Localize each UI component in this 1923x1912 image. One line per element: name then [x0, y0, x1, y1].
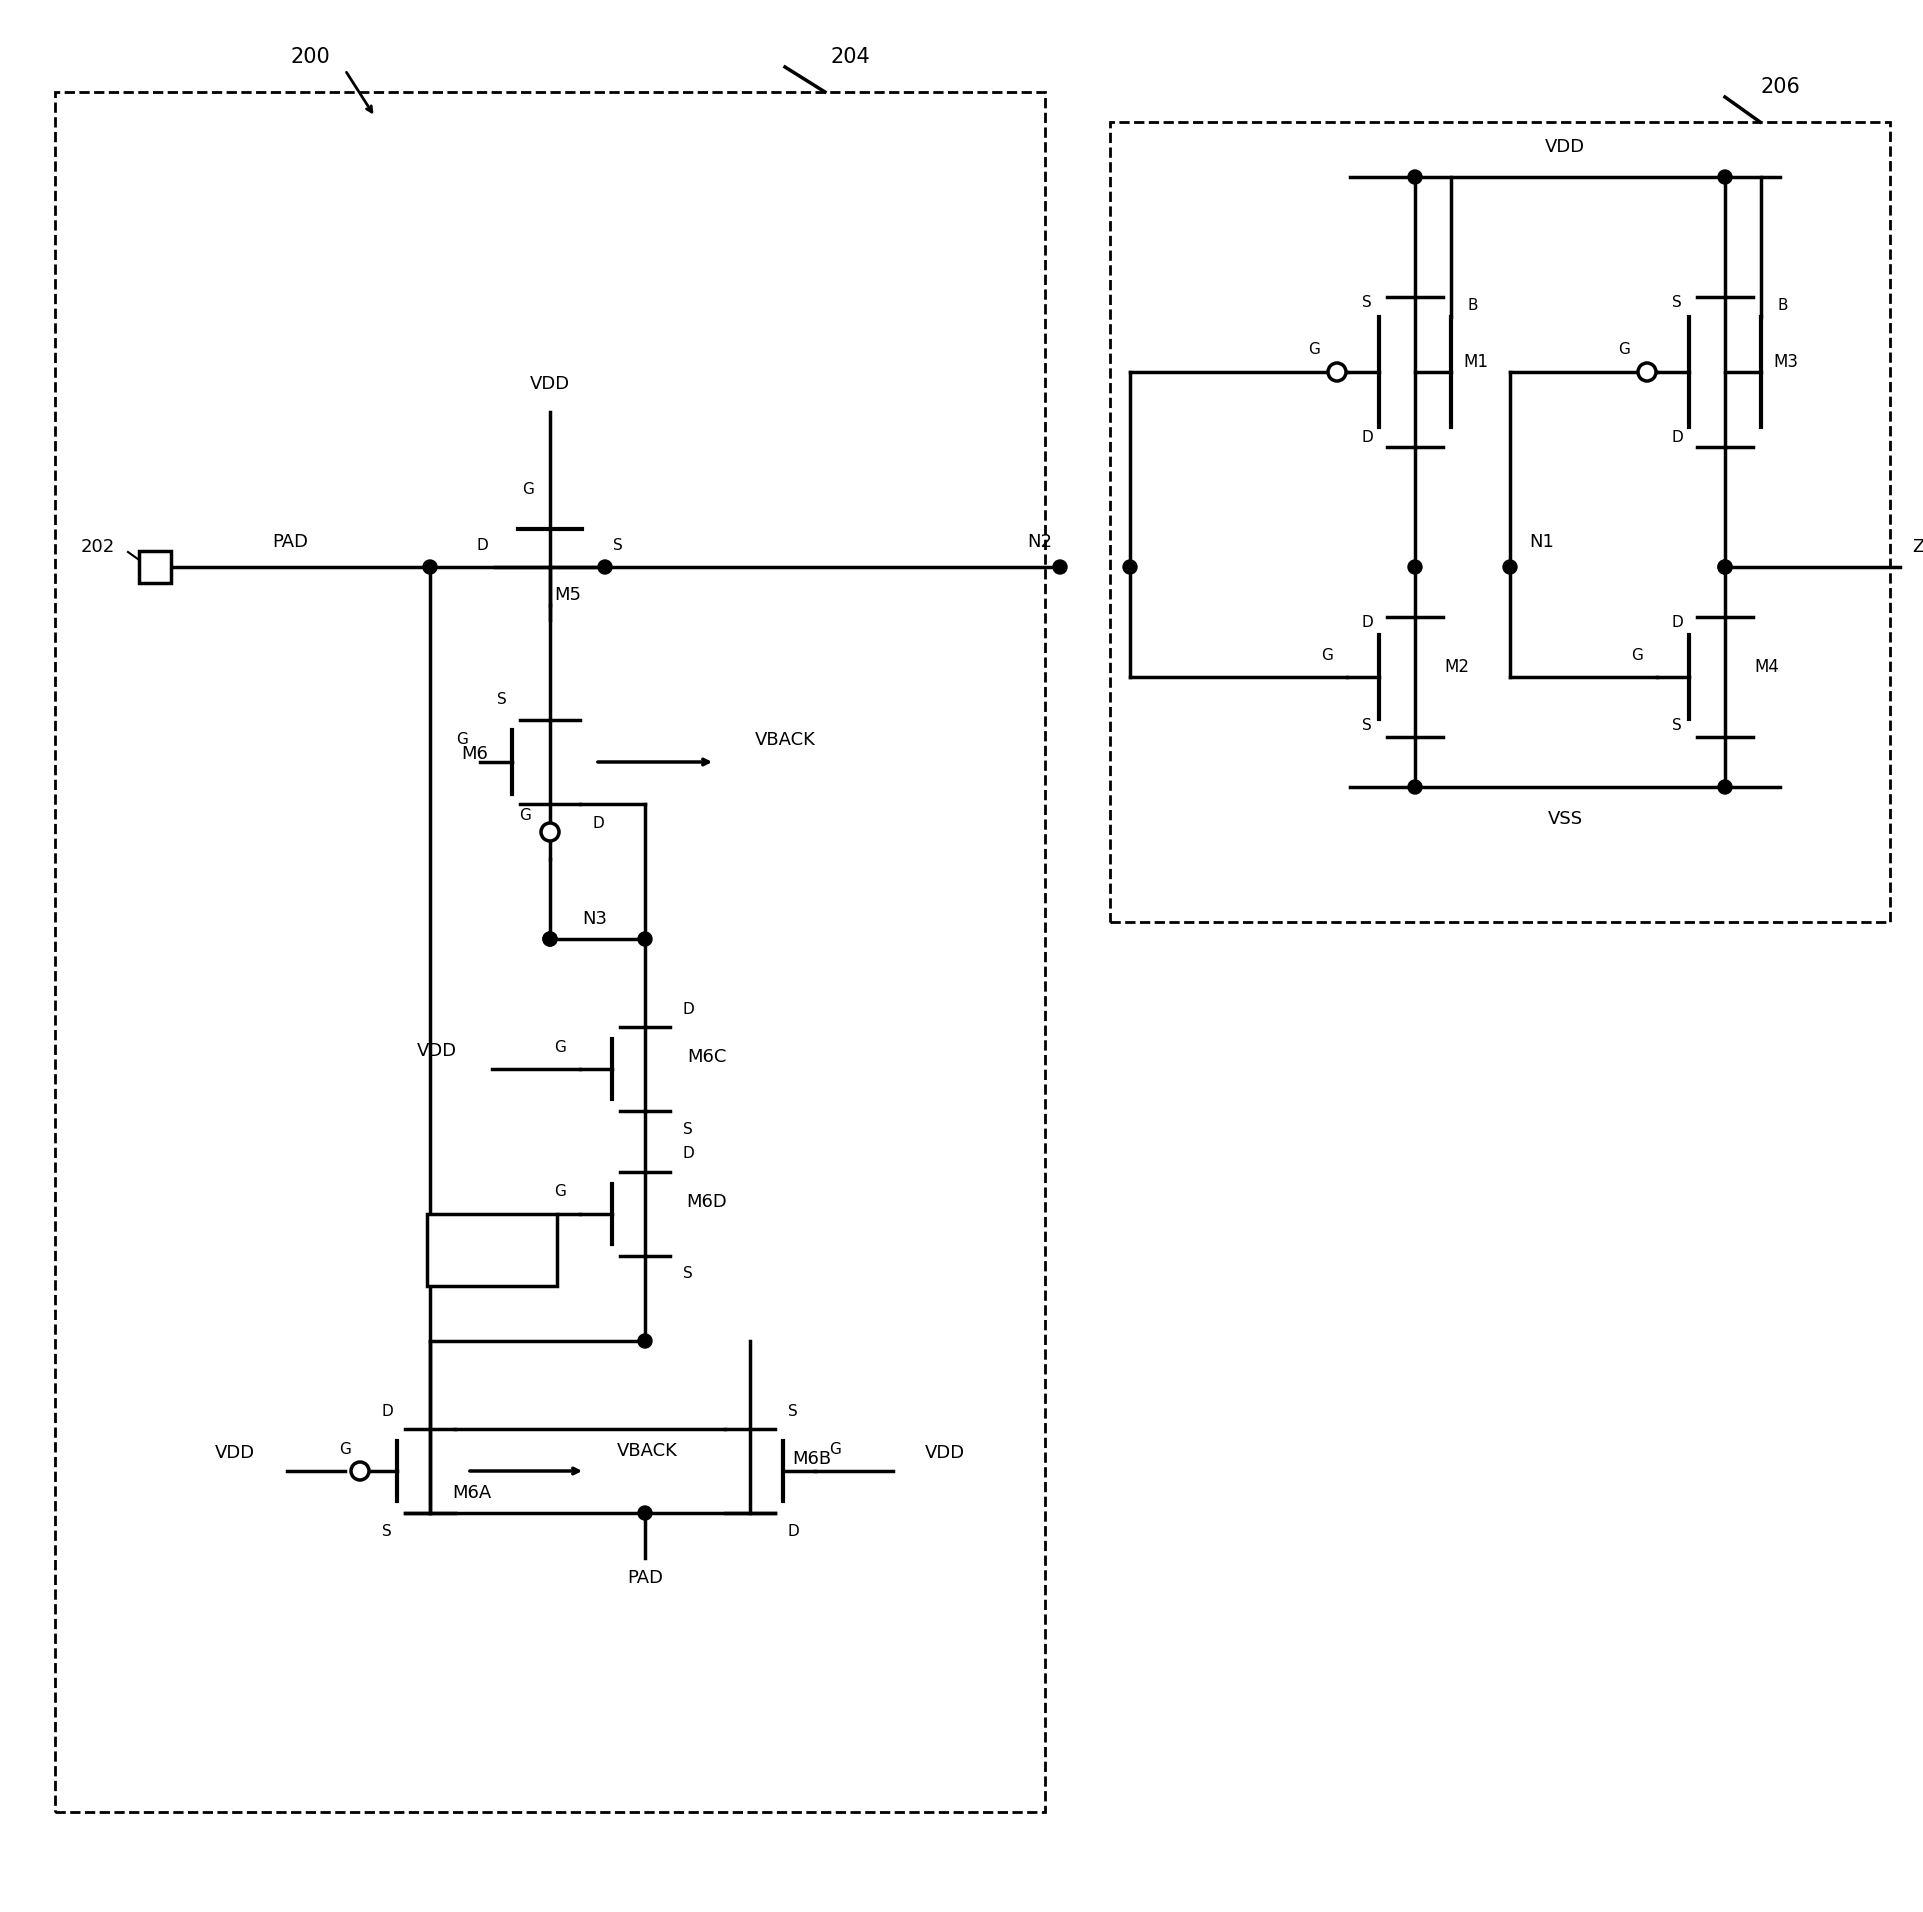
Text: PAD: PAD: [627, 1570, 663, 1587]
Text: M6D: M6D: [687, 1193, 727, 1210]
Text: G: G: [1617, 342, 1631, 358]
Circle shape: [638, 1335, 652, 1348]
Text: M1: M1: [1463, 354, 1488, 371]
Text: M5: M5: [554, 585, 581, 604]
Circle shape: [638, 1507, 652, 1520]
Text: S: S: [498, 692, 508, 707]
Text: VSS: VSS: [475, 1241, 510, 1258]
Circle shape: [1717, 560, 1733, 574]
Text: VSS: VSS: [1548, 811, 1583, 828]
Text: Z: Z: [1911, 537, 1923, 556]
Text: S: S: [613, 537, 623, 553]
Circle shape: [598, 560, 612, 574]
Text: S: S: [1673, 294, 1683, 310]
Circle shape: [1408, 780, 1421, 793]
Text: G: G: [338, 1442, 350, 1457]
Text: D: D: [592, 816, 604, 832]
Text: S: S: [788, 1403, 798, 1419]
Text: G: G: [519, 809, 531, 824]
Circle shape: [1638, 363, 1656, 380]
Text: D: D: [1671, 614, 1683, 629]
Text: M6C: M6C: [687, 1048, 727, 1067]
Text: G: G: [456, 732, 467, 748]
Text: D: D: [1361, 614, 1373, 629]
Text: D: D: [477, 537, 488, 553]
Text: D: D: [381, 1403, 392, 1419]
Text: D: D: [1671, 430, 1683, 444]
Text: VDD: VDD: [1544, 138, 1585, 157]
Circle shape: [1329, 363, 1346, 380]
Text: D: D: [787, 1524, 798, 1539]
Text: S: S: [1673, 717, 1683, 732]
Text: VBACK: VBACK: [754, 730, 815, 750]
Text: B: B: [1777, 298, 1788, 312]
Text: S: S: [383, 1524, 392, 1539]
Bar: [1110, 122, 1890, 922]
Text: S: S: [1361, 717, 1371, 732]
Text: VBACK: VBACK: [617, 1442, 677, 1461]
Text: 202: 202: [81, 537, 115, 556]
Bar: [427, 1214, 558, 1287]
Text: 206: 206: [1760, 76, 1800, 98]
Text: M2: M2: [1444, 658, 1469, 677]
Text: 204: 204: [831, 48, 869, 67]
Bar: [138, 551, 171, 583]
Text: M4: M4: [1754, 658, 1779, 677]
Circle shape: [352, 1463, 369, 1480]
Text: M6B: M6B: [792, 1449, 831, 1468]
Circle shape: [1717, 560, 1733, 574]
Text: D: D: [1361, 430, 1373, 444]
Circle shape: [1504, 560, 1517, 574]
Text: G: G: [554, 1040, 565, 1055]
Text: S: S: [1361, 294, 1371, 310]
Circle shape: [1054, 560, 1067, 574]
Circle shape: [542, 931, 558, 946]
Circle shape: [542, 931, 558, 946]
Text: VDD: VDD: [925, 1444, 965, 1463]
Text: M6A: M6A: [452, 1484, 492, 1503]
Text: S: S: [683, 1266, 692, 1281]
Text: G: G: [1631, 648, 1642, 662]
Circle shape: [1408, 560, 1421, 574]
Text: VDD: VDD: [417, 1042, 458, 1059]
Text: G: G: [554, 1185, 565, 1199]
Text: 200: 200: [290, 48, 331, 67]
Text: VDD: VDD: [531, 375, 569, 394]
Circle shape: [1123, 560, 1136, 574]
Circle shape: [1717, 780, 1733, 793]
Text: PAD: PAD: [271, 533, 308, 551]
Circle shape: [638, 931, 652, 946]
Text: G: G: [1321, 648, 1333, 662]
Text: B: B: [1467, 298, 1479, 312]
Text: D: D: [683, 1147, 694, 1161]
Text: N2: N2: [1027, 533, 1052, 551]
Text: D: D: [683, 1002, 694, 1017]
Text: N3: N3: [583, 910, 608, 927]
Text: G: G: [521, 482, 535, 497]
Text: S: S: [683, 1122, 692, 1136]
Text: N1: N1: [1529, 533, 1554, 551]
Text: M3: M3: [1773, 354, 1798, 371]
Text: G: G: [829, 1442, 840, 1457]
Circle shape: [1717, 170, 1733, 184]
Text: VDD: VDD: [215, 1444, 256, 1463]
Text: M6: M6: [462, 746, 488, 763]
Circle shape: [423, 560, 437, 574]
Circle shape: [1408, 170, 1421, 184]
Circle shape: [540, 822, 560, 841]
Text: G: G: [1308, 342, 1319, 358]
Bar: [56, 92, 1044, 1813]
